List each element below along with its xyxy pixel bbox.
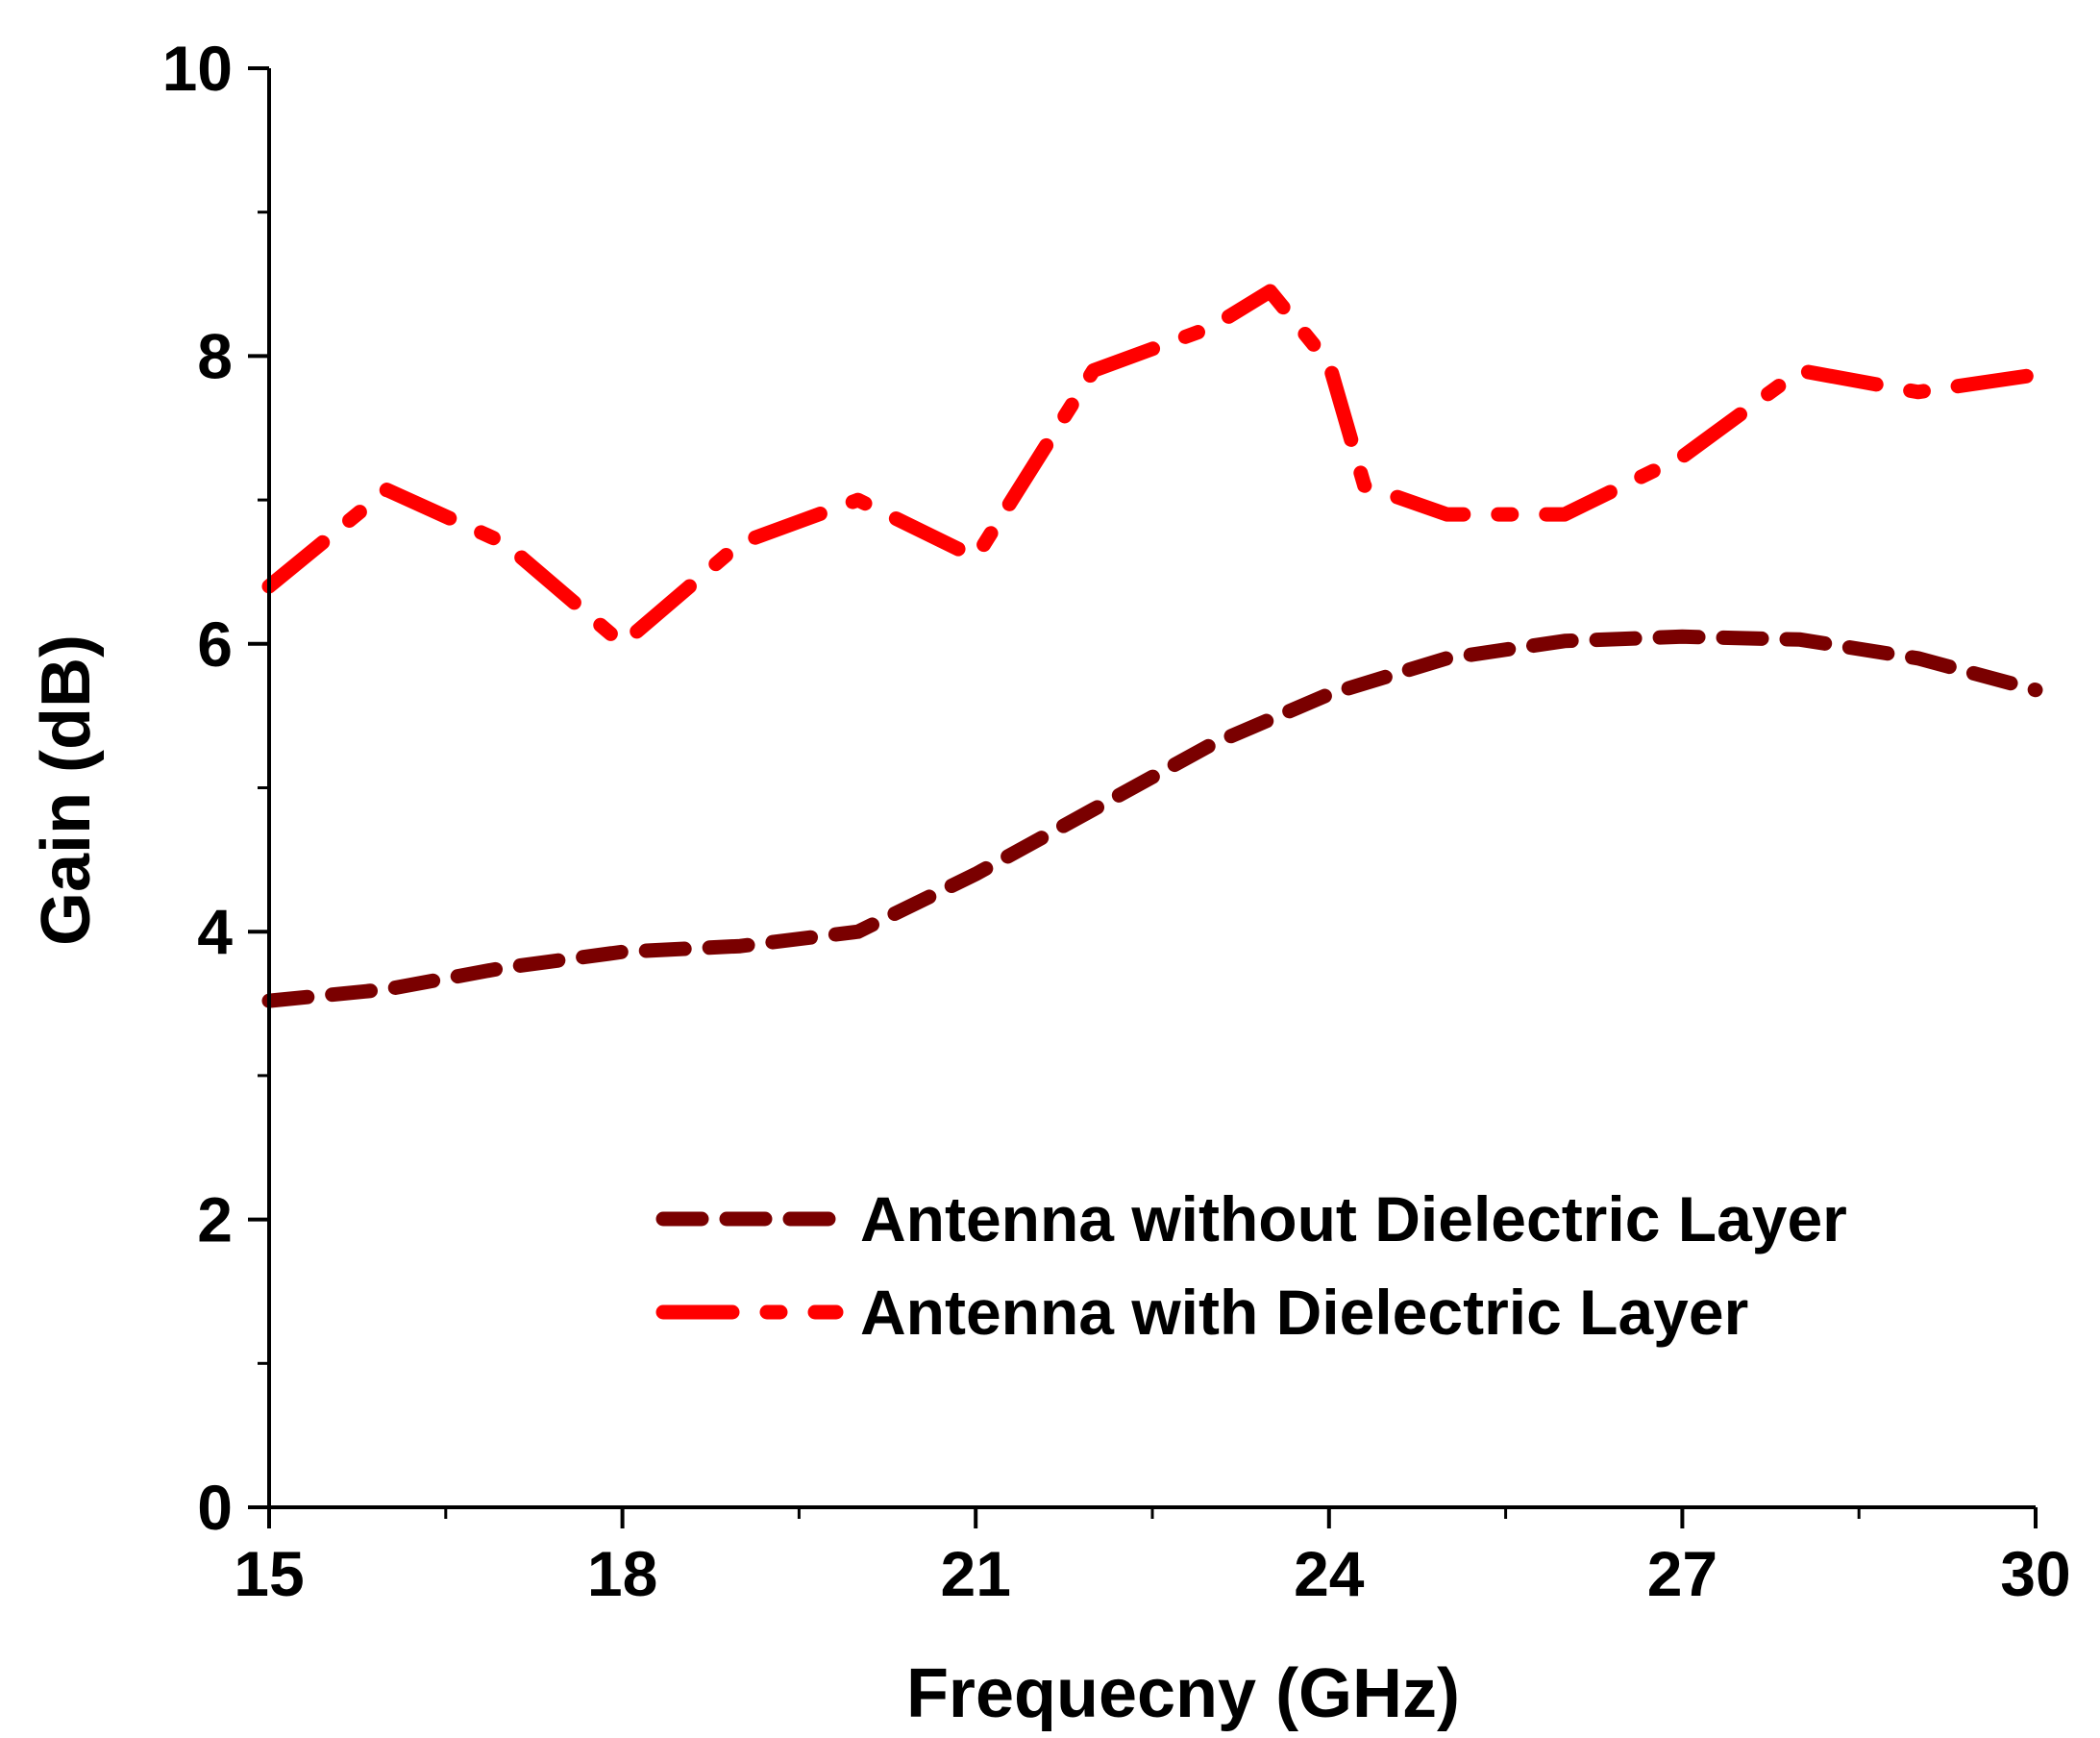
series-layer [261,284,2043,1008]
x-axis-title: Frequecny (GHz) [906,1655,1460,1732]
y-tick-label: 4 [197,896,233,967]
x-tick-label: 21 [940,1538,1010,1609]
x-tick-label: 15 [234,1538,304,1609]
series-line-1 [261,629,2043,1008]
y-tick-label: 10 [162,33,233,104]
y-tick-label: 2 [197,1184,233,1255]
series-line-2 [261,284,2043,652]
y-tick-label: 6 [197,608,233,680]
x-tick-label: 27 [1647,1538,1717,1609]
x-tick-label: 30 [2000,1538,2070,1609]
x-tick-label: 24 [1294,1538,1365,1609]
legend-label-2: Antenna with Dielectric Layer [860,1277,1748,1348]
legend-label-1: Antenna without Dielectric Layer [860,1183,1847,1254]
y-axis-title: Gain (dB) [28,634,105,946]
y-tick-label: 0 [197,1472,233,1543]
x-tick-label: 18 [587,1538,657,1609]
y-tick-label: 8 [197,320,233,391]
legend: Antenna without Dielectric Layer Antenna … [655,1183,1847,1348]
